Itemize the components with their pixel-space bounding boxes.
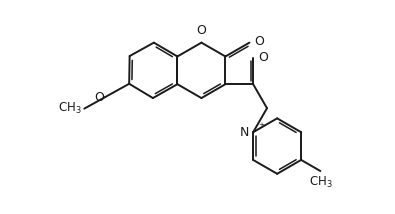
Text: O: O	[258, 51, 268, 64]
Text: N: N	[240, 126, 249, 139]
Text: $^+$: $^+$	[257, 123, 266, 133]
Text: O: O	[196, 24, 206, 37]
Text: O: O	[254, 35, 264, 48]
Text: O: O	[94, 91, 104, 104]
Text: CH$_3$: CH$_3$	[58, 101, 81, 116]
Text: CH$_3$: CH$_3$	[308, 175, 332, 190]
